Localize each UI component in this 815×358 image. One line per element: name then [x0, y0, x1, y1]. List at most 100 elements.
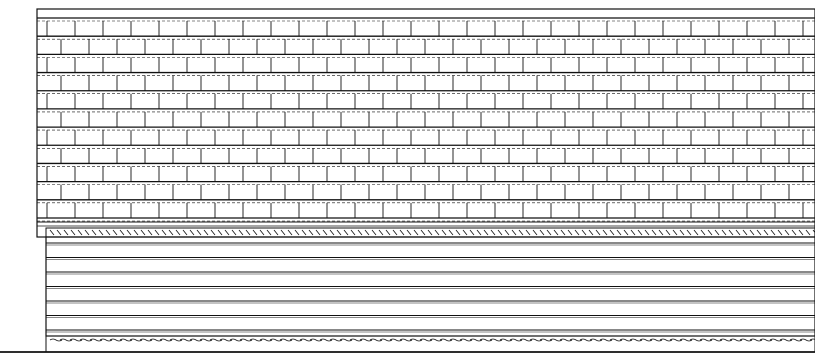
fascia-hatch-mark	[357, 229, 363, 236]
fascia-hatch-mark	[259, 229, 265, 236]
fascia-hatch-mark	[679, 229, 685, 236]
foundation-texture-mark	[89, 338, 103, 342]
foundation-texture-mark	[799, 338, 813, 342]
foundation-texture-mark	[539, 338, 553, 342]
foundation-texture-mark	[119, 338, 133, 342]
fascia-hatch-mark	[532, 229, 538, 236]
fascia-hatch-mark	[56, 229, 62, 236]
fascia-hatch-mark	[119, 229, 125, 236]
fascia-hatch-mark	[448, 229, 454, 236]
foundation-texture-mark	[739, 338, 753, 342]
foundation-texture-mark	[759, 338, 773, 342]
fascia-hatch-mark	[371, 229, 377, 236]
fascia-hatch-mark	[672, 229, 678, 236]
fascia-hatch-mark	[238, 229, 244, 236]
fascia-hatch-mark	[770, 229, 776, 236]
foundation-texture-mark	[369, 338, 383, 342]
fascia-hatch-mark	[112, 229, 118, 236]
fascia-hatch-mark	[182, 229, 188, 236]
fascia-hatch-mark	[70, 229, 76, 236]
foundation-texture-mark	[449, 338, 463, 342]
fascia-hatch-mark	[203, 229, 209, 236]
fascia-hatch-mark	[805, 229, 811, 236]
fascia-hatch-mark	[105, 229, 111, 236]
fascia-hatch-mark	[665, 229, 671, 236]
fascia-hatch-mark	[364, 229, 370, 236]
foundation-texture-mark	[169, 338, 183, 342]
fascia-hatch-mark	[616, 229, 622, 236]
foundation-texture-mark	[509, 338, 523, 342]
foundation-texture-mark	[129, 338, 143, 342]
fascia-hatch-mark	[553, 229, 559, 236]
foundation-texture-mark	[619, 338, 633, 342]
fascia-hatch-mark	[126, 229, 132, 236]
fascia-hatch-mark	[245, 229, 251, 236]
fascia-hatch-mark	[427, 229, 433, 236]
foundation-texture-mark	[779, 338, 793, 342]
foundation-texture-mark	[329, 338, 343, 342]
foundation-texture-mark	[459, 338, 473, 342]
foundation-texture-mark	[769, 338, 783, 342]
foundation-texture-mark	[749, 338, 763, 342]
fascia-hatch-mark	[252, 229, 258, 236]
fascia-hatch-mark	[133, 229, 139, 236]
foundation-texture-mark	[419, 338, 433, 342]
fascia-hatch-mark	[763, 229, 769, 236]
fascia-hatch-mark	[49, 229, 55, 236]
foundation-texture-mark	[409, 338, 423, 342]
fascia-hatch-mark	[168, 229, 174, 236]
foundation-texture-mark	[269, 338, 283, 342]
fascia-hatch-mark	[742, 229, 748, 236]
fascia-hatch-mark	[644, 229, 650, 236]
fascia-hatch-mark	[721, 229, 727, 236]
fascia-hatch-mark	[483, 229, 489, 236]
fascia-hatch-mark	[560, 229, 566, 236]
foundation-texture-mark	[249, 338, 263, 342]
fascia-hatch-mark	[539, 229, 545, 236]
foundation-texture-mark	[519, 338, 533, 342]
foundation-texture-mark	[559, 338, 573, 342]
foundation-texture-mark	[669, 338, 683, 342]
foundation-texture-mark	[589, 338, 603, 342]
fascia-hatch-mark	[266, 229, 272, 236]
fascia-hatch-mark	[476, 229, 482, 236]
drawing-layer	[0, 8, 815, 353]
foundation-texture-mark	[239, 338, 253, 342]
fascia-hatch-mark	[287, 229, 293, 236]
fascia-hatch-mark	[637, 229, 643, 236]
foundation-texture-mark	[69, 338, 83, 342]
fascia-hatch-mark	[525, 229, 531, 236]
foundation-texture-mark	[59, 338, 73, 342]
fascia-hatch-mark	[392, 229, 398, 236]
fascia-hatch-mark	[651, 229, 657, 236]
foundation-texture-mark	[49, 338, 63, 342]
foundation-texture-mark	[399, 338, 413, 342]
fascia-hatch-mark	[406, 229, 412, 236]
fascia-hatch-mark	[581, 229, 587, 236]
fascia-hatch-mark	[693, 229, 699, 236]
fascia-hatch-mark	[294, 229, 300, 236]
foundation-texture-mark	[629, 338, 643, 342]
fascia-hatch-mark	[399, 229, 405, 236]
fascia-hatch-mark	[196, 229, 202, 236]
fascia-hatch-mark	[658, 229, 664, 236]
foundation-texture-mark	[489, 338, 503, 342]
foundation-texture-mark	[79, 338, 93, 342]
fascia-hatch-mark	[595, 229, 601, 236]
foundation-texture-mark	[679, 338, 693, 342]
fascia-hatch-mark	[518, 229, 524, 236]
foundation-texture-mark	[109, 338, 123, 342]
fascia-hatch-mark	[728, 229, 734, 236]
fascia-hatch-mark	[700, 229, 706, 236]
fascia-hatch-mark	[308, 229, 314, 236]
fascia-hatch-mark	[749, 229, 755, 236]
foundation-texture-mark	[139, 338, 153, 342]
foundation-band	[45, 335, 815, 353]
fascia-hatch-mark	[623, 229, 629, 236]
fascia-hatch-mark	[140, 229, 146, 236]
foundation-texture-mark	[99, 338, 113, 342]
fascia-hatch-mark	[490, 229, 496, 236]
fascia-hatch-mark	[574, 229, 580, 236]
